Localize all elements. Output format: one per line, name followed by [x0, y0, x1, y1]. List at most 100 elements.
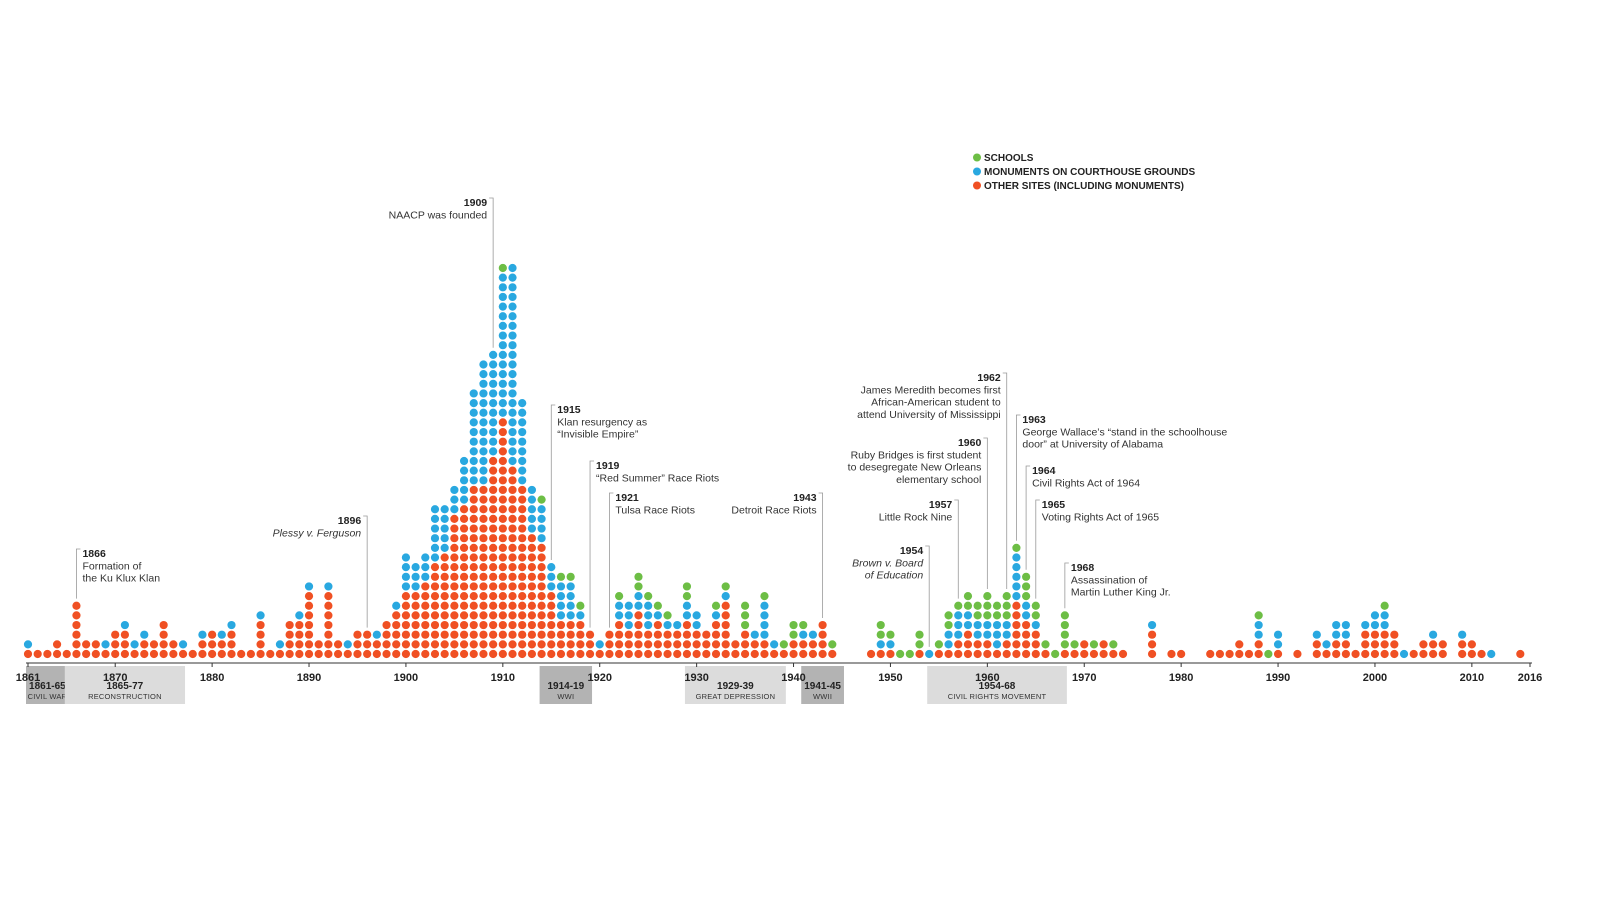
dot-schools-1955 — [934, 640, 943, 649]
dot-other-1905 — [450, 592, 459, 601]
dot-schools-1917 — [566, 572, 575, 581]
dot-other-1910 — [498, 563, 507, 572]
dot-other-1907 — [469, 495, 478, 504]
annotation-text: George Wallace’s “stand in the schoolhou… — [1022, 426, 1227, 438]
dot-courthouse-1916 — [556, 582, 566, 591]
dot-other-1889 — [295, 640, 304, 649]
dot-other-1960 — [983, 649, 992, 659]
dot-other-1888 — [285, 630, 294, 639]
dot-other-1879 — [198, 649, 207, 659]
dot-courthouse-1909 — [489, 350, 498, 359]
dot-other-1940 — [789, 640, 798, 649]
dot-other-1944 — [828, 649, 837, 659]
dot-other-1915 — [547, 649, 556, 659]
dot-other-1880 — [208, 640, 217, 649]
dot-other-1929 — [682, 630, 692, 639]
dot-other-1909 — [489, 543, 498, 552]
dot-courthouse-1904 — [440, 514, 449, 524]
dot-other-2009 — [1458, 640, 1467, 649]
dot-other-1913 — [527, 553, 537, 562]
dot-other-1917 — [566, 630, 575, 639]
dot-courthouse-1902 — [421, 553, 430, 562]
dot-courthouse-1988 — [1254, 630, 1263, 639]
dot-other-1916 — [556, 640, 566, 649]
dot-other-1862 — [33, 649, 42, 659]
dot-other-1910 — [498, 495, 507, 504]
dot-other-1908 — [479, 601, 488, 610]
dot-other-1919 — [585, 640, 595, 649]
dot-courthouse-1917 — [566, 592, 575, 601]
dot-other-1912 — [518, 640, 527, 649]
dot-other-1899 — [392, 630, 401, 639]
dot-courthouse-1917 — [566, 611, 575, 620]
dot-other-1963 — [1012, 620, 1021, 630]
dot-courthouse-1905 — [450, 485, 459, 495]
dot-other-1905 — [450, 630, 459, 639]
dot-courthouse-1873 — [140, 630, 149, 639]
dot-other-1889 — [295, 620, 304, 630]
dot-other-1868 — [91, 649, 100, 659]
dot-other-1961 — [992, 649, 1002, 659]
dot-other-2000 — [1370, 630, 1380, 639]
dot-other-1904 — [440, 640, 449, 649]
dot-other-1893 — [333, 649, 343, 659]
dot-other-1996 — [1332, 649, 1341, 659]
dot-other-1918 — [576, 640, 585, 649]
dot-other-2007 — [1438, 640, 1447, 649]
dot-courthouse-1996 — [1332, 620, 1341, 630]
dot-courthouse-1910 — [498, 312, 507, 321]
dot-other-1890 — [304, 601, 314, 610]
dot-other-1925 — [644, 649, 653, 659]
dot-other-1983 — [1206, 649, 1215, 659]
dot-schools-1964 — [1022, 572, 1031, 581]
dot-other-1905 — [450, 553, 459, 562]
dot-other-1903 — [430, 572, 440, 581]
annotation-year: 1896 — [338, 515, 362, 527]
dot-other-2005 — [1419, 649, 1428, 659]
annotation-leader — [954, 499, 959, 599]
dot-other-1909 — [489, 582, 498, 591]
dot-schools-1924 — [634, 582, 643, 591]
dot-other-1906 — [459, 620, 469, 630]
annotation-leader — [818, 492, 824, 618]
dot-other-1905 — [450, 563, 459, 572]
dot-other-1933 — [721, 630, 730, 639]
dot-other-1890 — [304, 592, 314, 601]
dot-courthouse-2000 — [1370, 620, 1380, 630]
dot-schools-1963 — [1012, 543, 1021, 552]
legend-label-courthouse: MONUMENTS ON COURTHOUSE GROUNDS — [984, 167, 1195, 178]
dot-other-1921 — [605, 640, 614, 649]
dot-other-1913 — [527, 563, 537, 572]
dot-other-1994 — [1312, 649, 1321, 659]
dot-other-1874 — [149, 649, 159, 659]
dot-courthouse-1913 — [527, 495, 537, 504]
dot-other-1937 — [760, 649, 769, 659]
dot-schools-1968 — [1060, 611, 1069, 620]
dot-other-1927 — [663, 630, 672, 639]
dot-other-1942 — [808, 640, 818, 649]
dot-other-1904 — [440, 630, 449, 639]
dot-other-1985 — [1225, 649, 1234, 659]
dot-courthouse-1957 — [954, 620, 963, 630]
dot-other-1903 — [430, 620, 440, 630]
dot-schools-1925 — [644, 592, 653, 601]
dot-other-1904 — [440, 553, 449, 562]
dot-courthouse-1911 — [508, 350, 517, 359]
dot-other-2002 — [1390, 640, 1399, 649]
dot-other-1935 — [740, 630, 750, 639]
dot-other-1999 — [1361, 640, 1370, 649]
dot-other-1909 — [489, 601, 498, 610]
dot-other-1956 — [944, 649, 953, 659]
dot-courthouse-1911 — [508, 408, 517, 417]
era-band-rect — [64, 666, 186, 704]
dot-other-1915 — [547, 592, 556, 601]
dot-other-1913 — [527, 543, 537, 552]
dot-other-2002 — [1390, 649, 1399, 659]
dot-courthouse-1912 — [518, 476, 527, 485]
dot-courthouse-1900 — [401, 563, 411, 572]
dot-other-1937 — [760, 640, 769, 649]
annotation-text: Brown v. Board — [852, 557, 924, 569]
dot-courthouse-1996 — [1332, 630, 1341, 639]
